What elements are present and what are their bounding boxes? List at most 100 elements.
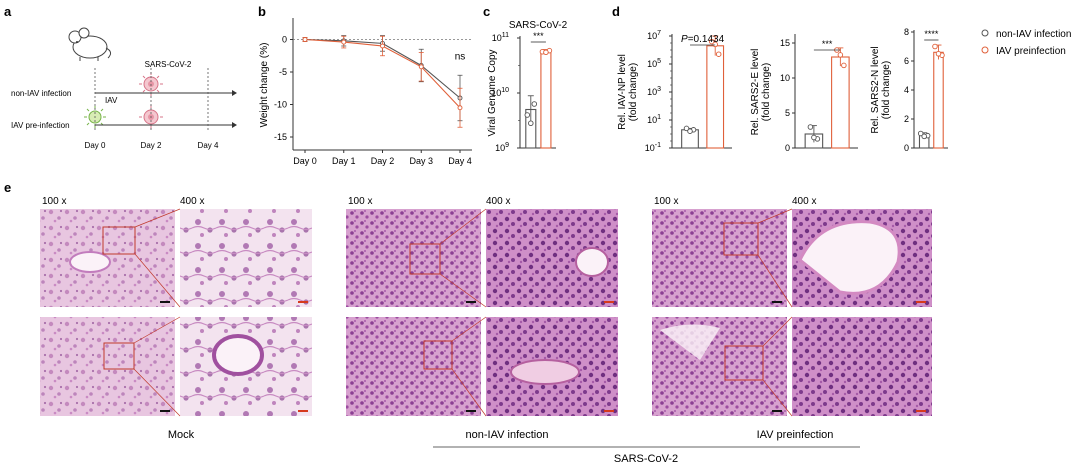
mag-label: 100 x [654,196,678,207]
significance-label: **** [924,29,939,39]
y-tick-label: 1010 [491,87,509,98]
y-tick-label: 10 [780,73,790,83]
y-tick-label: 0 [785,143,790,153]
histology-image [40,317,175,416]
y-tick-label: -10 [274,100,287,110]
histology-image [792,317,932,416]
zoom-box [409,243,441,275]
x-tick-label: Day 2 [371,156,395,166]
data-point [715,51,722,57]
y-tick-label: 101 [647,114,661,125]
chart-title: SARS-CoV-2 [509,20,568,31]
data-point [837,52,844,58]
data-point [531,101,538,107]
y-tick-label: -15 [274,132,287,142]
data-point [921,133,927,140]
chart-sars2-e: 0 5 10 15 Rel. SARS2-E level(fold change) *** [750,34,858,153]
virus-label: SARS-CoV-2 [145,60,192,69]
iav-label: IAV [105,96,118,105]
row-label-non-iav: non-IAV infection [11,89,71,98]
legend-label: non-IAV infection [996,29,1071,40]
scale-bar [916,410,926,412]
chart-sars2-n: 0 2 4 6 8 Rel. SARS2-N level(fold change) **** [870,27,948,153]
shared-label: SARS-CoV-2 [614,453,678,465]
panel-letter-d: d [612,4,620,19]
scale-bar [466,301,476,303]
data-point [418,64,424,70]
day-label: Day 0 [85,141,106,150]
y-tick-label: 0 [282,35,287,45]
y-tick-label: 4 [904,85,909,95]
data-point [683,125,690,132]
significance-label: *** [822,39,833,49]
chart-iav-np: 10-1 101 103 105 107 Rel. IAV-NP level(fold c… [617,30,732,153]
scale-bar [772,410,782,412]
scale-bar [160,301,170,303]
zoom-box [103,342,135,370]
y-tick-label: 15 [780,38,790,48]
data-point [528,120,534,126]
histology-image [652,209,787,307]
y-tick-label: 5 [785,108,790,118]
y-tick-label: 0 [904,143,909,153]
legend-marker-orange [981,46,989,54]
data-point [687,128,693,134]
y-tick-label: 109 [495,142,509,153]
group-label-iav: IAV preinfection [757,429,834,441]
y-axis-label: Rel. IAV-NP level(fold change) [617,54,639,130]
bar [933,51,944,149]
y-tick-label: 8 [904,27,909,37]
panel-letter-c: c [483,4,490,19]
group-label-non-iav: non-IAV infection [466,429,549,441]
y-axis-label: Viral Genome Copy [487,49,498,136]
panel-letter-e: e [4,180,11,195]
day-label: Day 4 [198,141,219,150]
panel-e-histology: 100 x 400 x Mock 100 x 400 x [40,196,932,465]
group-label-mock: Mock [168,429,195,441]
significance-label: *** [533,31,544,41]
mag-label: 100 x [348,196,372,207]
histology-image [346,317,481,416]
significance-label: P=0.1434 [681,34,725,45]
mouse-icon [68,27,112,61]
zoom-box [723,222,759,256]
x-tick-label: Day 4 [448,156,472,166]
data-point [543,49,549,56]
scale-bar [772,301,782,303]
data-point [341,39,347,45]
data-point [935,51,942,57]
histology-image [180,209,312,307]
data-point [457,105,463,111]
scale-bar [466,410,476,412]
bar [831,56,850,149]
y-tick-label: -5 [279,67,287,77]
x-tick-label: Day 3 [409,156,433,166]
legend-marker-grey [981,29,989,37]
significance-label: ns [455,52,466,63]
panel-letter-a: a [4,4,12,19]
row-label-iav: IAV pre-infection [11,121,70,130]
mag-label: 100 x [42,196,66,207]
scale-bar [604,410,614,412]
zoom-box [423,340,453,370]
y-tick-label: 1011 [492,32,509,43]
chart-viral-genome: 109 1010 1011 Viral Genome Copy SARS-CoV-2**… [487,20,568,153]
scale-bar [604,301,614,303]
mag-label: 400 x [486,196,510,207]
data-point [917,130,924,137]
x-tick-label: Day 0 [293,156,317,166]
data-point [932,43,938,50]
data-point [302,37,308,42]
y-tick-label: 6 [904,56,909,66]
y-tick-label: 107 [647,30,661,41]
mag-label: 400 x [792,196,816,207]
panel-letter-b: b [258,4,266,19]
scale-bar [298,301,308,303]
scale-bar [916,301,926,303]
y-axis-label: Rel. SARS2-N level(fold change) [870,46,892,133]
day-label: Day 2 [141,141,162,150]
data-point [524,112,531,118]
y-tick-label: 103 [647,86,661,97]
zoom-box [102,226,136,255]
